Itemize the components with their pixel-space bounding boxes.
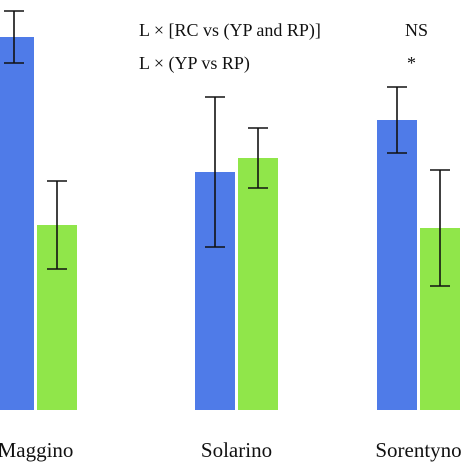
x-tick-labels: Maggino Solarino Sorentyno [0,438,462,462]
error-bars-layer [4,10,450,287]
bar-sorentyno-series-1 [377,120,417,410]
annotation-label-1: L × [RC vs (YP and RP)] [139,20,321,41]
significance-annotations: L × [RC vs (YP and RP)] NS L × (YP vs RP… [139,20,428,74]
bar-solarino-series-2 [238,158,278,410]
error-bar-maggino-series-1 [4,10,24,64]
bars-layer [0,37,460,410]
annotation-significance-2: * [407,53,416,73]
bar-maggino-series-1 [0,37,34,410]
error-bar-sorentyno-series-2 [430,169,450,287]
error-bar-solarino-series-1 [205,96,225,248]
annotation-significance-1: NS [405,20,428,40]
x-tick-label-maggino: Maggino [0,438,73,462]
annotation-label-2: L × (YP vs RP) [139,53,250,74]
x-tick-label-solarino: Solarino [201,438,272,462]
x-tick-label-sorentyno: Sorentyno [375,438,461,462]
error-bar-maggino-series-2 [47,180,67,270]
error-bar-solarino-series-2 [248,127,268,189]
error-bar-sorentyno-series-1 [387,86,407,154]
